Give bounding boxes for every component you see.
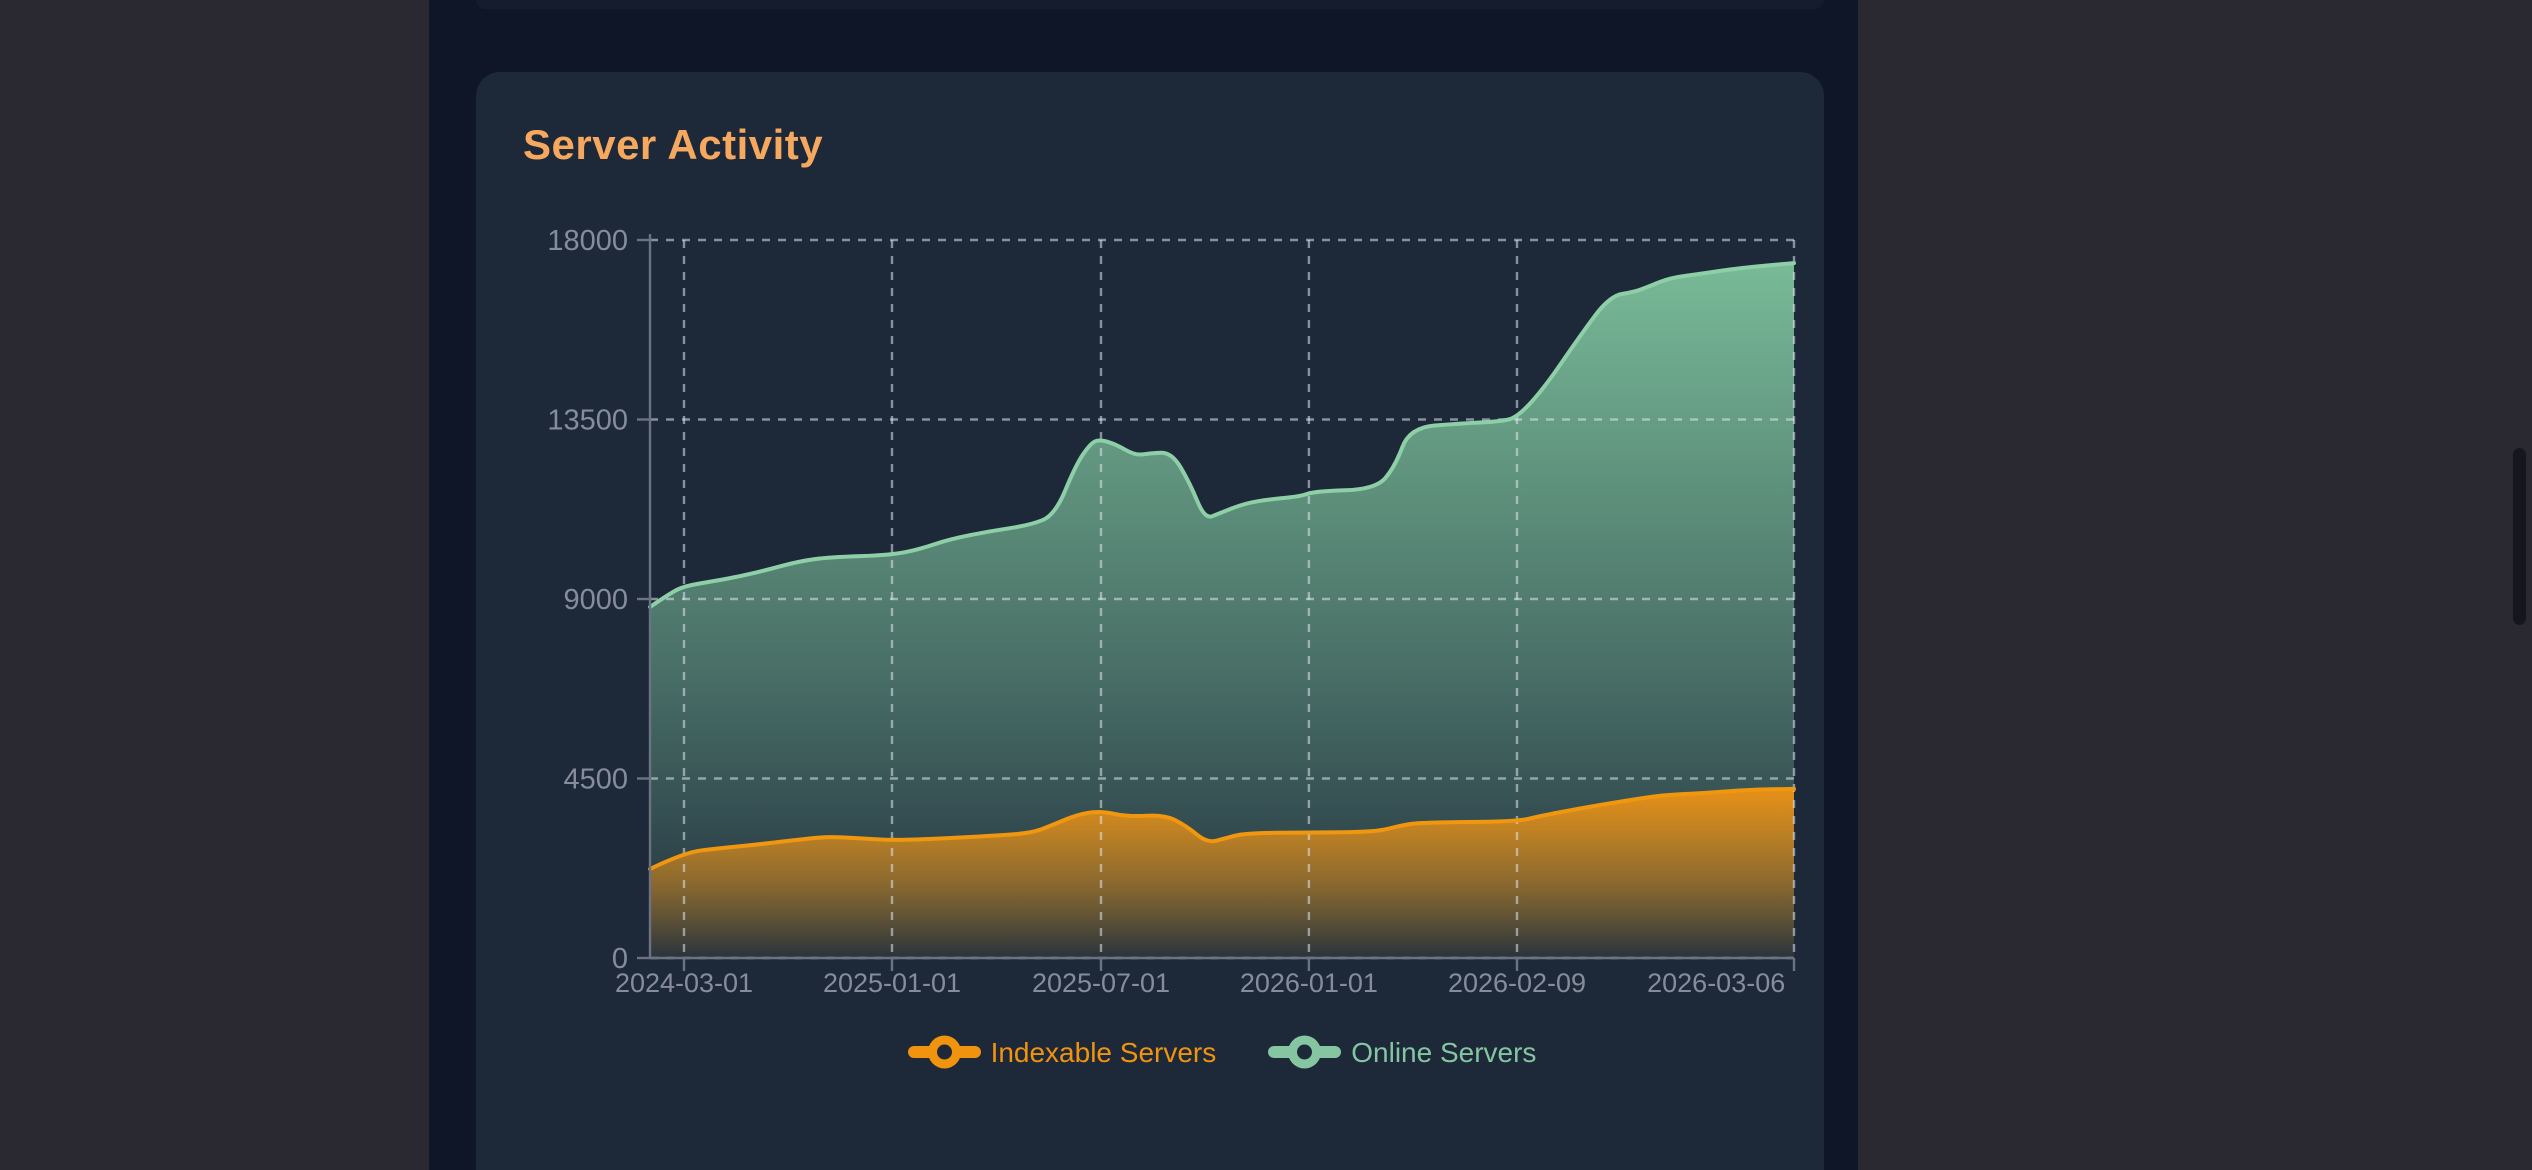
y-tick-label: 4500 — [563, 764, 628, 796]
legend-label-indexable-servers: Indexable Servers — [990, 1036, 1217, 1068]
gridlines — [650, 238, 1796, 960]
scrollbar-thumb[interactable] — [2513, 448, 2526, 625]
y-tick-label: 9000 — [563, 584, 628, 616]
previous-card-bottom-edge — [476, 0, 1824, 9]
y-axis-labels: 0 4500 9000 13500 18000 — [547, 225, 628, 975]
x-axis-labels: 2024-03-01 2025-01-01 2025-07-01 2026-01-01… — [615, 968, 1785, 998]
x-tick-label: 2025-01-01 — [823, 968, 961, 998]
x-tick-label: 2026-03-06 — [1647, 968, 1785, 998]
legend-marker-online-servers — [1268, 1035, 1342, 1069]
x-tick-label: 2024-03-01 — [615, 968, 753, 998]
axes — [637, 234, 1796, 971]
legend-marker-indexable-servers — [907, 1035, 981, 1069]
y-tick-label: 0 — [612, 943, 628, 975]
y-tick-label: 18000 — [547, 225, 628, 257]
online-servers-line — [648, 261, 1796, 609]
legend-item-indexable-servers[interactable]: Indexable Servers — [907, 1035, 1217, 1069]
legend-label-online-servers: Online Servers — [1351, 1036, 1537, 1068]
x-tick-label: 2025-07-01 — [1032, 968, 1170, 998]
y-tick-label: 13500 — [547, 405, 628, 437]
x-tick-label: 2026-02-09 — [1448, 968, 1586, 998]
indexable-servers-line — [648, 786, 1796, 871]
card-title: Server Activity — [523, 121, 824, 168]
server-activity-card: 0 4500 9000 13500 18000 2024-03-01 2025-01-01 2… — [476, 72, 1824, 1170]
online-servers-area — [650, 263, 1794, 959]
chart-legend: Indexable Servers Online Servers — [650, 1035, 1794, 1069]
x-tick-label: 2026-01-01 — [1240, 968, 1378, 998]
legend-item-online-servers[interactable]: Online Servers — [1268, 1035, 1536, 1069]
indexable-servers-area — [650, 788, 1794, 958]
